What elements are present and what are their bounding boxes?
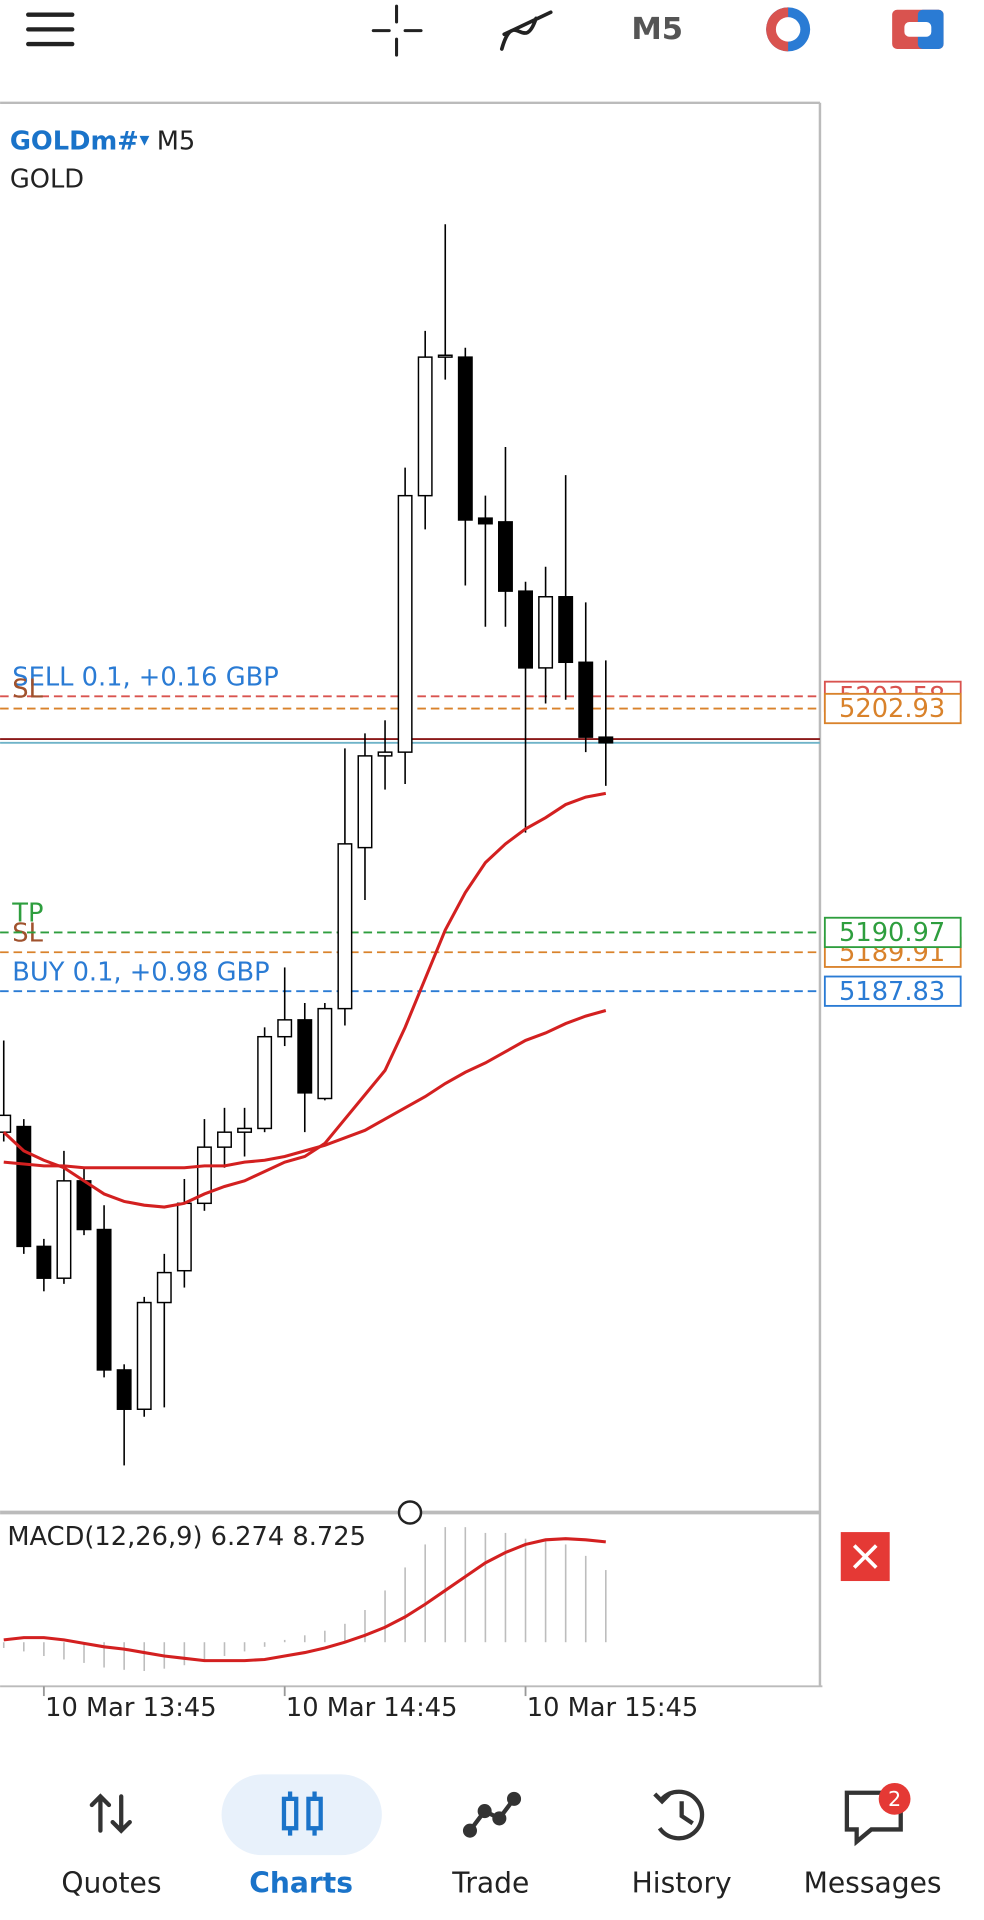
trade-label: TP [11, 899, 43, 929]
price-box-label: 5202.93 [839, 694, 945, 724]
icon-part [775, 17, 801, 42]
moving-average [3, 1009, 607, 1170]
candle-body [317, 1007, 333, 1100]
icon-part [468, 1797, 516, 1832]
candle-body [156, 1271, 172, 1304]
timeframe-button[interactable]: M5 [631, 12, 683, 47]
icon-part [477, 1804, 492, 1819]
candle-body [237, 1127, 253, 1133]
nav-label[interactable]: Messages [804, 1867, 942, 1900]
candle-body [257, 1035, 273, 1130]
candle-body [297, 1019, 313, 1094]
candle-body [136, 1301, 152, 1410]
candle-body [0, 1114, 12, 1133]
candle-body [76, 1180, 92, 1231]
indicators-icon[interactable] [499, 10, 553, 51]
icon-part [506, 1791, 522, 1806]
nav-trade-icon[interactable] [462, 1791, 522, 1838]
nav-active-pill [221, 1774, 382, 1856]
candle-body [116, 1369, 132, 1410]
trade-icon[interactable] [892, 9, 944, 49]
icon-part [89, 1793, 112, 1833]
candle-body [56, 1180, 72, 1279]
button-icon [852, 1544, 878, 1569]
candle-body [397, 494, 413, 753]
badge-count: 2 [888, 1787, 901, 1811]
indicator-value: 6.274 [211, 1521, 285, 1551]
symbol-timeframe: M5 [157, 126, 196, 156]
icon-part [287, 1791, 317, 1836]
toolbar [26, 4, 553, 57]
moving-average [2, 791, 607, 1209]
icon-part [492, 1811, 507, 1826]
candle-body [337, 843, 353, 1010]
price-box [823, 975, 962, 1007]
indicator-name: MACD(12,26,9) [7, 1521, 202, 1551]
nav-label[interactable]: Quotes [61, 1867, 161, 1900]
icon-part [653, 1792, 694, 1826]
candle-body [417, 356, 433, 497]
x-tick-label: 10 Mar 13:45 [45, 1693, 217, 1723]
oneclick-icon[interactable] [766, 7, 811, 52]
candle-body [578, 661, 594, 738]
candle-body [457, 356, 473, 521]
candle-body [357, 755, 373, 849]
icon-part [462, 1823, 478, 1838]
candle-body [558, 596, 574, 664]
close-indicator-button[interactable] [840, 1532, 890, 1582]
symbol-dropdown[interactable] [139, 135, 150, 146]
price-box [823, 916, 962, 949]
nav-labels: Quotes Charts Trade History Messages [61, 1867, 941, 1900]
icon-part [110, 1794, 132, 1834]
candle-body [36, 1245, 52, 1279]
icon-part [904, 22, 932, 37]
candle-body [377, 751, 393, 757]
trade-label: SELL 0.1, +0.16 GBP [12, 662, 278, 692]
trade-label: BUY 0.1, +0.98 GBP [12, 957, 269, 987]
trade-label: SL [12, 675, 43, 705]
symbol-description: GOLD [10, 164, 84, 194]
candle-body [16, 1125, 32, 1248]
badge [878, 1782, 911, 1815]
nav-label[interactable]: History [632, 1867, 732, 1900]
nav-messages-icon[interactable]: 2 [844, 1782, 911, 1847]
price-box-label: 5190.97 [839, 918, 945, 948]
candle-body [598, 736, 614, 744]
symbol-name[interactable]: GOLDm# [10, 126, 139, 156]
trade-label: SL [12, 918, 43, 948]
nav-label[interactable]: Trade [451, 1867, 529, 1900]
candle-body [96, 1228, 112, 1371]
candle-body [518, 590, 533, 669]
chart-layer: SELL 0.1, +0.16 GBP5203.58SL5202.93SL518… [0, 224, 962, 1671]
nav-quotes-icon[interactable] [89, 1793, 132, 1834]
crosshair-icon[interactable] [371, 4, 423, 57]
nav-history-icon[interactable] [653, 1789, 705, 1841]
price-box [823, 692, 962, 725]
indicator-legend: MACD(12,26,9) 6.274 8.725 [7, 1521, 366, 1551]
candle-body [176, 1202, 192, 1272]
nav-charts-icon[interactable] [281, 1791, 323, 1836]
x-tick-label: 10 Mar 15:45 [527, 1693, 699, 1723]
icon-part [657, 1789, 705, 1841]
candle-body [437, 354, 453, 358]
panel-resize-handle[interactable] [397, 1500, 423, 1525]
x-tick-label: 10 Mar 14:45 [286, 1693, 458, 1723]
price-box-label: 5187.83 [839, 977, 945, 1007]
candle-body [277, 1019, 293, 1038]
nav-label[interactable]: Charts [249, 1867, 353, 1900]
indicator-value: 8.725 [292, 1521, 366, 1551]
candle-body [538, 596, 554, 669]
candle-body [477, 517, 493, 525]
candle-body [196, 1146, 212, 1205]
macd-signal-line [3, 1537, 606, 1663]
candle-body [497, 521, 513, 592]
candle-body [217, 1131, 232, 1148]
